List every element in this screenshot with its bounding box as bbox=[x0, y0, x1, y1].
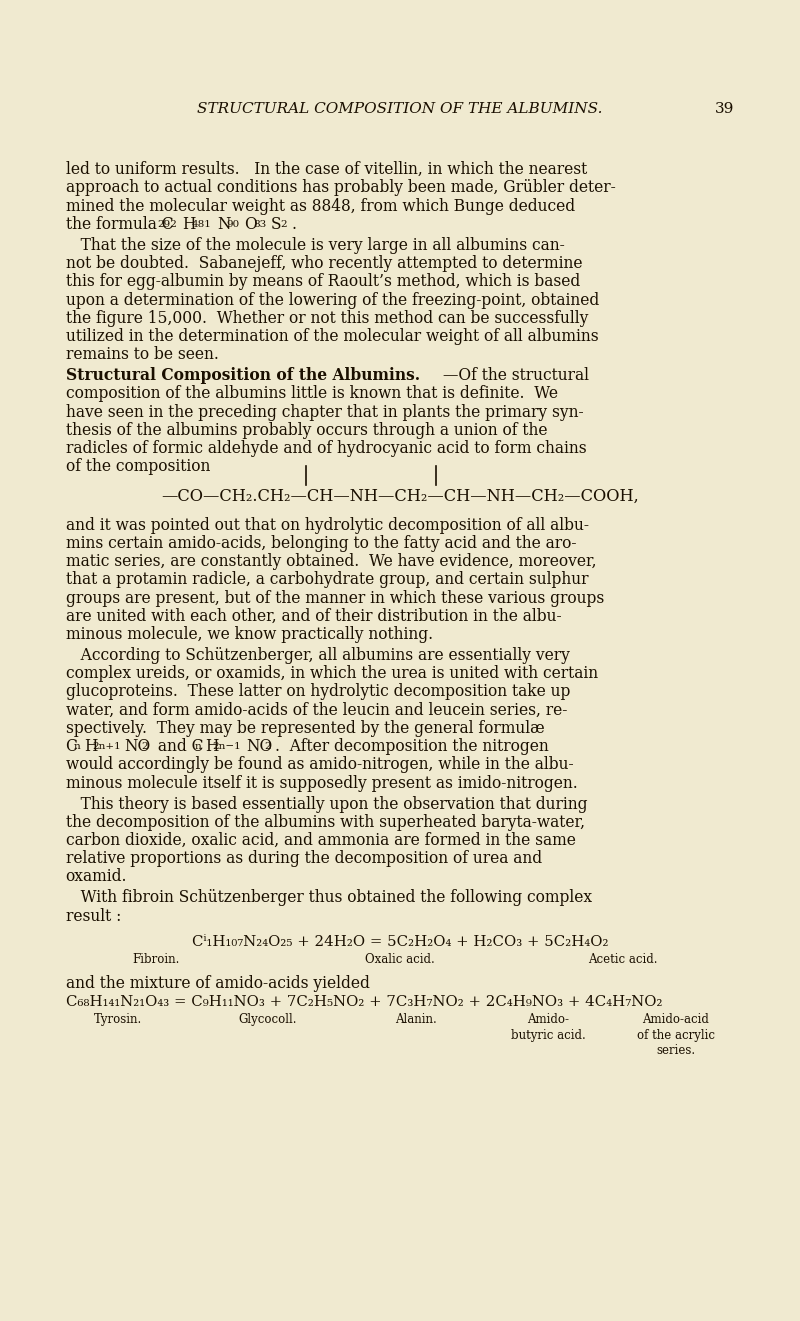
Text: Acetic acid.: Acetic acid. bbox=[588, 954, 657, 966]
Text: This theory is based essentially upon the observation that during: This theory is based essentially upon th… bbox=[66, 795, 587, 812]
Text: not be doubted.  Sabanejeff, who recently attempted to determine: not be doubted. Sabanejeff, who recently… bbox=[66, 255, 582, 272]
Text: According to Schützenberger, all albumins are essentially very: According to Schützenberger, all albumin… bbox=[66, 647, 570, 664]
Text: of the acrylic: of the acrylic bbox=[637, 1029, 715, 1042]
Text: N: N bbox=[217, 215, 230, 232]
Text: Structural Composition of the Albumins.: Structural Composition of the Albumins. bbox=[66, 367, 420, 384]
Text: Fibroin.: Fibroin. bbox=[132, 954, 180, 966]
Text: .  After decomposition the nitrogen: . After decomposition the nitrogen bbox=[275, 738, 549, 756]
Text: are united with each other, and of their distribution in the albu-: are united with each other, and of their… bbox=[66, 608, 562, 625]
Text: 39: 39 bbox=[715, 102, 734, 116]
Text: Glycocoll.: Glycocoll. bbox=[238, 1013, 298, 1026]
Text: the decomposition of the albumins with superheated baryta-water,: the decomposition of the albumins with s… bbox=[66, 814, 585, 831]
Text: H: H bbox=[182, 215, 195, 232]
Text: —CO—CH₂.CH₂—CH—NH—CH₂—CH—NH—CH₂—COOH,: —CO—CH₂.CH₂—CH—NH—CH₂—CH—NH—CH₂—COOH, bbox=[161, 487, 639, 505]
Text: Oxalic acid.: Oxalic acid. bbox=[365, 954, 435, 966]
Text: approach to actual conditions has probably been made, Grübler deter-: approach to actual conditions has probab… bbox=[66, 180, 615, 197]
Text: 292: 292 bbox=[158, 219, 177, 229]
Text: and it was pointed out that on hydrolytic decomposition of all albu-: and it was pointed out that on hydrolyti… bbox=[66, 517, 589, 534]
Text: NO: NO bbox=[124, 738, 150, 756]
Text: 2n−1: 2n−1 bbox=[213, 742, 242, 752]
Text: minous molecule, we know practically nothing.: minous molecule, we know practically not… bbox=[66, 626, 433, 643]
Text: 2n+1: 2n+1 bbox=[92, 742, 121, 752]
Text: series.: series. bbox=[657, 1045, 695, 1057]
Text: the figure 15,000.  Whether or not this method can be successfully: the figure 15,000. Whether or not this m… bbox=[66, 309, 588, 326]
Text: minous molecule itself it is supposedly present as imido-nitrogen.: minous molecule itself it is supposedly … bbox=[66, 774, 578, 791]
Text: Cⁱ₁H₁₀₇N₂₄O₂₅ + 24H₂O = 5C₂H₂O₄ + H₂CO₃ + 5C₂H₄O₂: Cⁱ₁H₁₀₇N₂₄O₂₅ + 24H₂O = 5C₂H₂O₄ + H₂CO₃ … bbox=[192, 935, 608, 948]
Text: relative proportions as during the decomposition of urea and: relative proportions as during the decom… bbox=[66, 851, 542, 868]
Text: radicles of formic aldehyde and of hydrocyanic acid to form chains: radicles of formic aldehyde and of hydro… bbox=[66, 440, 586, 457]
Text: Amido-acid: Amido-acid bbox=[642, 1013, 710, 1026]
Text: the formula C: the formula C bbox=[66, 215, 174, 232]
Text: upon a determination of the lowering of the freezing-point, obtained: upon a determination of the lowering of … bbox=[66, 292, 599, 309]
Text: led to uniform results.   In the case of vitellin, in which the nearest: led to uniform results. In the case of v… bbox=[66, 161, 587, 178]
Text: n: n bbox=[74, 742, 80, 752]
Text: groups are present, but of the manner in which these various groups: groups are present, but of the manner in… bbox=[66, 589, 604, 606]
Text: thesis of the albumins probably occurs through a union of the: thesis of the albumins probably occurs t… bbox=[66, 421, 547, 439]
Text: 2: 2 bbox=[142, 742, 148, 752]
Text: carbon dioxide, oxalic acid, and ammonia are formed in the same: carbon dioxide, oxalic acid, and ammonia… bbox=[66, 832, 575, 849]
Text: have seen in the preceding chapter that in plants the primary syn-: have seen in the preceding chapter that … bbox=[66, 404, 583, 420]
Text: .: . bbox=[291, 215, 296, 232]
Text: result :: result : bbox=[66, 908, 121, 925]
Text: and the mixture of amido-acids yielded: and the mixture of amido-acids yielded bbox=[66, 975, 370, 992]
Text: butyric acid.: butyric acid. bbox=[510, 1029, 586, 1042]
Text: S: S bbox=[271, 215, 282, 232]
Text: 2: 2 bbox=[264, 742, 270, 752]
Text: would accordingly be found as amido-nitrogen, while in the albu-: would accordingly be found as amido-nitr… bbox=[66, 757, 574, 773]
Text: of the composition: of the composition bbox=[66, 458, 210, 476]
Text: oxamid.: oxamid. bbox=[66, 868, 127, 885]
Text: Alanin.: Alanin. bbox=[395, 1013, 437, 1026]
Text: —Of the structural: —Of the structural bbox=[443, 367, 589, 384]
Text: composition of the albumins little is known that is definite.  We: composition of the albumins little is kn… bbox=[66, 386, 558, 403]
Text: mins certain amido-acids, belonging to the fatty acid and the aro-: mins certain amido-acids, belonging to t… bbox=[66, 535, 576, 552]
Text: n: n bbox=[194, 742, 201, 752]
Text: Amido-: Amido- bbox=[527, 1013, 569, 1026]
Text: O: O bbox=[244, 215, 257, 232]
Text: That the size of the molecule is very large in all albumins can-: That the size of the molecule is very la… bbox=[66, 236, 564, 254]
Text: H: H bbox=[205, 738, 218, 756]
Text: remains to be seen.: remains to be seen. bbox=[66, 346, 218, 363]
Text: With fibroin Schützenberger thus obtained the following complex: With fibroin Schützenberger thus obtaine… bbox=[66, 889, 592, 906]
Text: 90: 90 bbox=[226, 219, 240, 229]
Text: STRUCTURAL COMPOSITION OF THE ALBUMINS.: STRUCTURAL COMPOSITION OF THE ALBUMINS. bbox=[198, 102, 602, 116]
Text: C₆₈H₁₄₁N₂₁O₄₃ = C₉H₁₁NO₃ + 7C₂H₅NO₂ + 7C₃H₇NO₂ + 2C₄H₉NO₃ + 4C₄H₇NO₂: C₆₈H₁₄₁N₂₁O₄₃ = C₉H₁₁NO₃ + 7C₂H₅NO₂ + 7C… bbox=[66, 995, 662, 1009]
Text: glucoproteins.  These latter on hydrolytic decomposition take up: glucoproteins. These latter on hydrolyti… bbox=[66, 683, 570, 700]
Text: water, and form amido-acids of the leucin and leucein series, re-: water, and form amido-acids of the leuci… bbox=[66, 701, 567, 719]
Text: complex ureids, or oxamids, in which the urea is united with certain: complex ureids, or oxamids, in which the… bbox=[66, 666, 598, 682]
Text: and C: and C bbox=[153, 738, 203, 756]
Text: Tyrosin.: Tyrosin. bbox=[94, 1013, 142, 1026]
Text: matic series, are constantly obtained.  We have evidence, moreover,: matic series, are constantly obtained. W… bbox=[66, 553, 596, 571]
Text: H: H bbox=[84, 738, 98, 756]
Text: spectively.  They may be represented by the general formulæ: spectively. They may be represented by t… bbox=[66, 720, 544, 737]
Text: mined the molecular weight as 8848, from which Bunge deduced: mined the molecular weight as 8848, from… bbox=[66, 198, 574, 214]
Text: 83: 83 bbox=[254, 219, 267, 229]
Text: that a protamin radicle, a carbohydrate group, and certain sulphur: that a protamin radicle, a carbohydrate … bbox=[66, 572, 588, 588]
Text: 2: 2 bbox=[280, 219, 286, 229]
Text: NO: NO bbox=[246, 738, 273, 756]
Text: C: C bbox=[66, 738, 78, 756]
Text: 481: 481 bbox=[191, 219, 211, 229]
Text: utilized in the determination of the molecular weight of all albumins: utilized in the determination of the mol… bbox=[66, 328, 598, 345]
Text: this for egg-albumin by means of Raoult’s method, which is based: this for egg-albumin by means of Raoult’… bbox=[66, 273, 580, 291]
